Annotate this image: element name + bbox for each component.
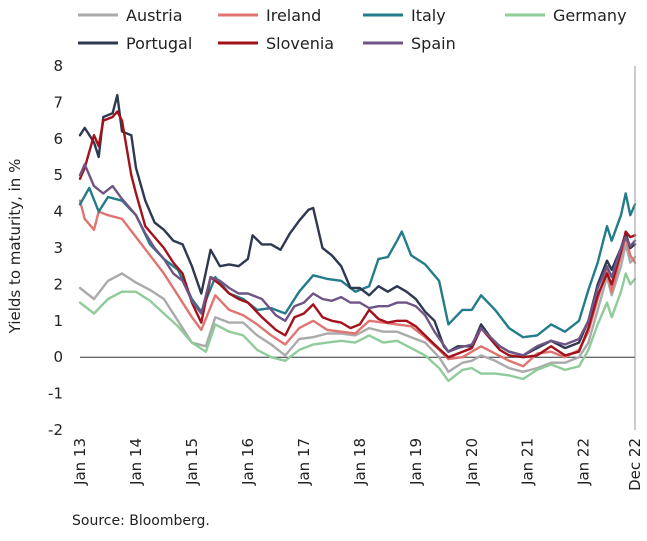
- x-tick-label: Jan 20: [463, 438, 481, 486]
- legend-label-portugal: Portugal: [126, 34, 192, 53]
- legend-label-ireland: Ireland: [266, 6, 321, 25]
- legend-label-slovenia: Slovenia: [266, 34, 334, 53]
- legend: Austria Ireland Italy Germany Portugal Sloven…: [78, 6, 627, 53]
- y-tick-label: 7: [53, 93, 63, 111]
- y-tick-label: -2: [48, 421, 63, 439]
- series-line-portugal: [78, 93, 637, 357]
- series-line-spain: [78, 163, 637, 357]
- x-tick-label: Jan 19: [407, 438, 425, 486]
- y-tick-label: 3: [53, 239, 63, 257]
- x-tick-label: Jan 16: [239, 438, 257, 486]
- series-line-germany: [78, 272, 637, 383]
- x-tick-label: Jan 21: [519, 438, 537, 486]
- x-tick-label: Jan 13: [71, 438, 89, 486]
- series-line-austria: [78, 243, 637, 373]
- y-tick-label: 1: [53, 312, 63, 330]
- y-axis-ticks: -2 -1 0 1 2 3 4 5 6 7 8: [48, 57, 63, 439]
- y-tick-label: 5: [53, 166, 63, 184]
- series-line-slovenia: [78, 110, 637, 359]
- x-axis-ticks: Jan 13 Jan 14 Jan 15 Jan 16 Jan 17 Jan 18 Jan …: [71, 438, 644, 491]
- y-tick-label: 2: [53, 275, 63, 293]
- y-tick-label: 4: [53, 203, 63, 221]
- y-tick-label: -1: [48, 385, 63, 403]
- legend-label-spain: Spain: [411, 34, 456, 53]
- source-note: Source: Bloomberg.: [72, 513, 210, 529]
- x-tick-label: Jan 15: [183, 438, 201, 486]
- y-axis-title: Yields to maturity, in %: [6, 159, 24, 335]
- legend-label-italy: Italy: [411, 6, 446, 25]
- series-lines: [78, 93, 637, 383]
- y-tick-label: 8: [53, 57, 63, 75]
- x-tick-label: Jan 14: [127, 438, 145, 486]
- series-line-italy: [78, 186, 637, 339]
- yield-chart: Austria Ireland Italy Germany Portugal Sloven…: [6, 6, 644, 491]
- x-tick-label: Jan 18: [351, 438, 369, 486]
- x-tick-label: Jan 17: [295, 438, 313, 486]
- y-tick-label: 0: [53, 348, 63, 366]
- legend-label-austria: Austria: [126, 6, 183, 25]
- legend-label-germany: Germany: [553, 6, 627, 25]
- x-tick-label: Jan 22: [575, 438, 593, 486]
- y-axis-title-group: Yields to maturity, in %: [6, 159, 24, 335]
- x-tick-label: Dec 22: [626, 438, 644, 491]
- y-tick-label: 6: [53, 130, 63, 148]
